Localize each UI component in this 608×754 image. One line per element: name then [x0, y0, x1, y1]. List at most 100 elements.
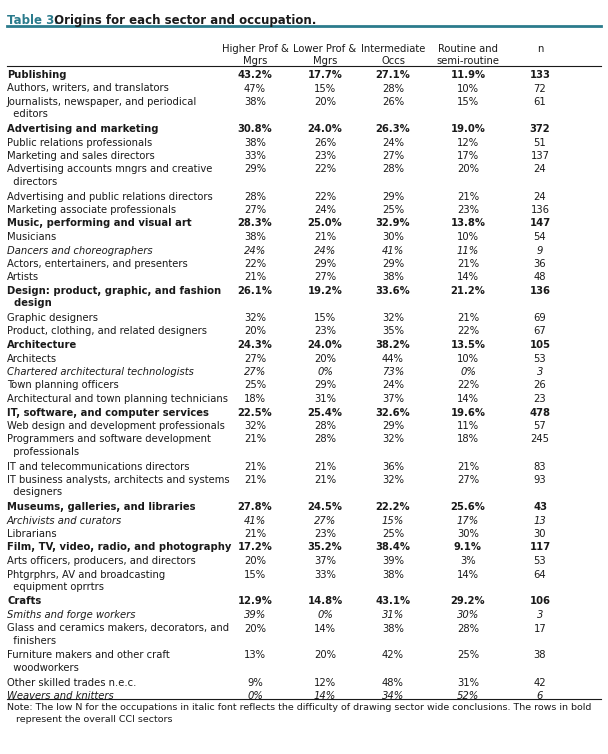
Text: 27%: 27% [382, 151, 404, 161]
Text: Advertising and public relations directors: Advertising and public relations directo… [7, 192, 213, 201]
Text: 29%: 29% [382, 259, 404, 269]
Text: 133: 133 [530, 70, 550, 80]
Text: Archivists and curators: Archivists and curators [7, 516, 122, 526]
Text: 38%: 38% [382, 272, 404, 283]
Text: 18%: 18% [457, 434, 479, 445]
Text: 43.1%: 43.1% [375, 596, 410, 606]
Text: 32.6%: 32.6% [376, 407, 410, 418]
Text: 48%: 48% [382, 678, 404, 688]
Text: 13: 13 [534, 516, 547, 526]
Text: Furniture makers and other craft
  woodworkers: Furniture makers and other craft woodwor… [7, 651, 170, 673]
Text: 24.0%: 24.0% [308, 124, 342, 134]
Text: 3: 3 [537, 367, 543, 377]
Text: Musicians: Musicians [7, 232, 57, 242]
Text: 61: 61 [534, 97, 547, 107]
Text: 33.6%: 33.6% [376, 286, 410, 296]
Text: 43: 43 [533, 502, 547, 512]
Text: 20%: 20% [244, 556, 266, 566]
Text: 35%: 35% [382, 326, 404, 336]
Text: 38%: 38% [244, 97, 266, 107]
Text: 31%: 31% [382, 610, 404, 620]
Text: Music, performing and visual art: Music, performing and visual art [7, 219, 192, 228]
Text: 14%: 14% [457, 394, 479, 404]
Text: 27%: 27% [314, 516, 336, 526]
Text: 32.9%: 32.9% [376, 219, 410, 228]
Text: 19.2%: 19.2% [308, 286, 342, 296]
Text: 36: 36 [534, 259, 547, 269]
Text: 21%: 21% [457, 192, 479, 201]
Text: 17: 17 [534, 624, 547, 633]
Text: 26.3%: 26.3% [376, 124, 410, 134]
Text: Authors, writers, and translators: Authors, writers, and translators [7, 84, 169, 93]
Text: Journalists, newspaper, and periodical
  editors: Journalists, newspaper, and periodical e… [7, 97, 197, 119]
Text: 14%: 14% [457, 272, 479, 283]
Text: 33%: 33% [314, 569, 336, 580]
Text: 24: 24 [534, 192, 547, 201]
Text: 12%: 12% [457, 137, 479, 148]
Text: 14%: 14% [314, 691, 336, 701]
Text: 27%: 27% [244, 354, 266, 363]
Text: 21%: 21% [244, 475, 266, 485]
Text: 28%: 28% [382, 84, 404, 93]
Text: 22%: 22% [314, 192, 336, 201]
Text: 73%: 73% [382, 367, 404, 377]
Text: 27.1%: 27.1% [376, 70, 410, 80]
Text: 137: 137 [531, 151, 550, 161]
Text: Programmers and software development
  professionals: Programmers and software development pro… [7, 434, 211, 457]
Text: Note: The low N for the occupations in italic font reflects the difficulty of dr: Note: The low N for the occupations in i… [7, 703, 592, 724]
Text: 17%: 17% [457, 516, 479, 526]
Text: 26%: 26% [382, 97, 404, 107]
Text: 69: 69 [534, 313, 547, 323]
Text: Design: product, graphic, and fashion
  design: Design: product, graphic, and fashion de… [7, 286, 221, 308]
Text: 22.2%: 22.2% [376, 502, 410, 512]
Text: 27%: 27% [244, 205, 266, 215]
Text: 32%: 32% [382, 434, 404, 445]
Text: 38%: 38% [244, 137, 266, 148]
Text: Advertising accounts mngrs and creative
  directors: Advertising accounts mngrs and creative … [7, 164, 212, 187]
Text: 29%: 29% [382, 421, 404, 431]
Text: Weavers and knitters: Weavers and knitters [7, 691, 114, 701]
Text: Product, clothing, and related designers: Product, clothing, and related designers [7, 326, 207, 336]
Text: 11%: 11% [457, 421, 479, 431]
Text: 0%: 0% [317, 610, 333, 620]
Text: 28%: 28% [244, 192, 266, 201]
Text: 25%: 25% [382, 529, 404, 539]
Text: 10%: 10% [457, 84, 479, 93]
Text: 24.5%: 24.5% [308, 502, 342, 512]
Text: 28%: 28% [314, 434, 336, 445]
Text: 245: 245 [531, 434, 550, 445]
Text: 27%: 27% [244, 367, 266, 377]
Text: 22%: 22% [314, 164, 336, 174]
Text: 22%: 22% [457, 381, 479, 391]
Text: 13.5%: 13.5% [451, 340, 486, 350]
Text: 14%: 14% [457, 569, 479, 580]
Text: 106: 106 [530, 596, 550, 606]
Text: 19.6%: 19.6% [451, 407, 486, 418]
Text: 28.3%: 28.3% [238, 219, 272, 228]
Text: 13%: 13% [244, 651, 266, 661]
Text: Other skilled trades n.e.c.: Other skilled trades n.e.c. [7, 678, 136, 688]
Text: 25%: 25% [457, 651, 479, 661]
Text: Chartered architectural technologists: Chartered architectural technologists [7, 367, 194, 377]
Text: 57: 57 [534, 421, 547, 431]
Text: 32%: 32% [382, 313, 404, 323]
Text: 9.1%: 9.1% [454, 542, 482, 553]
Text: 20%: 20% [314, 651, 336, 661]
Text: 32%: 32% [382, 475, 404, 485]
Text: 38%: 38% [244, 232, 266, 242]
Text: 13.8%: 13.8% [451, 219, 486, 228]
Text: 54: 54 [534, 232, 547, 242]
Text: 32%: 32% [244, 421, 266, 431]
Text: Routine and
semi-routine: Routine and semi-routine [437, 44, 500, 66]
Text: 24.0%: 24.0% [308, 340, 342, 350]
Text: 53: 53 [534, 354, 547, 363]
Text: 21%: 21% [314, 475, 336, 485]
Text: 25.4%: 25.4% [308, 407, 342, 418]
Text: 23%: 23% [314, 529, 336, 539]
Text: 30%: 30% [457, 610, 479, 620]
Text: 18%: 18% [244, 394, 266, 404]
Text: 38%: 38% [382, 569, 404, 580]
Text: Smiths and forge workers: Smiths and forge workers [7, 610, 136, 620]
Text: 23%: 23% [314, 326, 336, 336]
Text: 21%: 21% [457, 461, 479, 471]
